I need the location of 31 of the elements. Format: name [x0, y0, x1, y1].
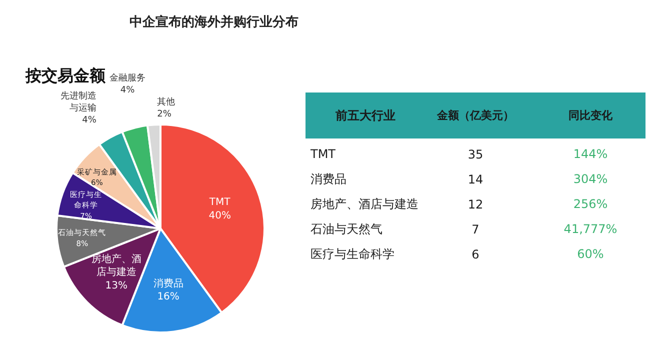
text: 35: [468, 148, 484, 162]
text: 医疗与生命科学: [310, 247, 394, 261]
slice-label: 消费品: [153, 277, 184, 290]
chart-subtitle: 按交易金额: [24, 66, 106, 85]
data-label: 13%: [105, 280, 128, 292]
text: 金额（亿美元）: [436, 109, 514, 122]
text: 房地产、酒店与建造: [310, 197, 418, 211]
text: 304%: [573, 172, 608, 186]
slice-label: 金融服务: [110, 72, 146, 84]
slice-label: 先进制造与运输: [60, 90, 96, 114]
text: 前五大行业: [334, 108, 396, 122]
text: 14: [468, 172, 484, 186]
text: 60%: [577, 247, 604, 261]
slice-label: 其他: [157, 96, 176, 108]
text: 41,777%: [564, 222, 618, 236]
data-label: 2%: [157, 110, 172, 120]
chart-title: 中企宣布的海外并购行业分布: [130, 14, 298, 30]
text: 144%: [573, 147, 608, 161]
text: 7: [472, 222, 480, 236]
text: 同比变化: [568, 109, 614, 122]
data-label: 40%: [208, 210, 231, 222]
data-label: 4%: [82, 116, 97, 126]
data-label: 4%: [120, 86, 136, 96]
slice-label: TMT: [310, 147, 336, 161]
text: 256%: [573, 197, 608, 211]
text: 消费品: [310, 172, 346, 186]
text: 6: [472, 248, 480, 262]
slice-label: TMT: [208, 197, 232, 208]
text: 12: [468, 198, 484, 212]
data-label: 16%: [157, 292, 180, 303]
text: 石油与天然气: [310, 222, 382, 236]
